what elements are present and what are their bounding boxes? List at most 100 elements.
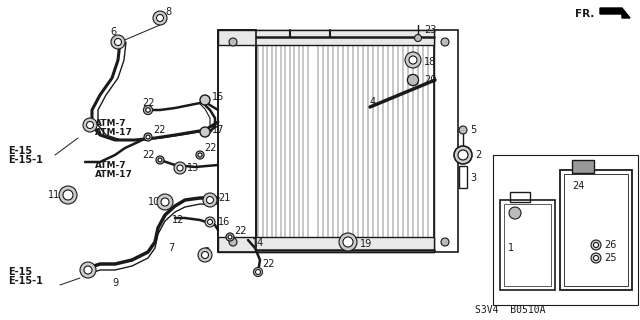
Circle shape: [153, 11, 167, 25]
Circle shape: [80, 262, 96, 278]
Circle shape: [339, 233, 357, 251]
Bar: [218, 30, 434, 45]
Circle shape: [441, 238, 449, 246]
Circle shape: [343, 237, 353, 247]
Circle shape: [458, 150, 468, 160]
Circle shape: [228, 235, 232, 239]
Circle shape: [161, 198, 169, 206]
Text: 3: 3: [470, 173, 476, 183]
Text: 21: 21: [218, 193, 230, 203]
Text: 13: 13: [187, 163, 199, 173]
Text: 9: 9: [112, 278, 118, 288]
Circle shape: [226, 233, 234, 241]
Circle shape: [84, 266, 92, 274]
Circle shape: [144, 133, 152, 141]
Circle shape: [156, 156, 164, 164]
Text: 26: 26: [604, 240, 616, 250]
Text: 22: 22: [153, 125, 166, 135]
Bar: [218, 30, 256, 252]
Circle shape: [409, 56, 417, 64]
Bar: [218, 237, 434, 252]
Circle shape: [157, 14, 163, 21]
Circle shape: [198, 248, 212, 262]
Circle shape: [203, 193, 217, 207]
Circle shape: [207, 220, 212, 225]
Text: 24: 24: [572, 181, 584, 191]
Text: 14: 14: [252, 238, 264, 248]
Circle shape: [207, 196, 214, 204]
Circle shape: [509, 207, 521, 219]
Text: 10: 10: [148, 197, 160, 207]
Circle shape: [200, 127, 210, 137]
Text: ATM-17: ATM-17: [95, 127, 133, 137]
Text: 23: 23: [424, 25, 436, 35]
Bar: [500, 200, 555, 290]
Text: 15: 15: [212, 92, 225, 102]
Circle shape: [174, 162, 186, 174]
Text: 18: 18: [424, 57, 436, 67]
Circle shape: [146, 135, 150, 139]
Text: 8: 8: [203, 247, 209, 257]
Text: E-15-1: E-15-1: [8, 155, 43, 165]
Text: 6: 6: [110, 27, 116, 37]
Circle shape: [143, 106, 152, 115]
Text: 22: 22: [142, 150, 154, 160]
Bar: [510, 192, 530, 202]
Bar: [256, 30, 434, 252]
Circle shape: [158, 158, 162, 162]
Text: 1: 1: [508, 243, 514, 253]
Text: 22: 22: [204, 143, 216, 153]
Text: ATM-7: ATM-7: [95, 161, 127, 170]
Circle shape: [441, 38, 449, 46]
Text: E-15: E-15: [8, 146, 32, 156]
Circle shape: [459, 126, 467, 134]
Bar: [504, 204, 551, 286]
Circle shape: [408, 75, 419, 85]
Text: 4: 4: [370, 97, 376, 107]
Circle shape: [454, 146, 472, 164]
Bar: [560, 170, 632, 290]
Text: 20: 20: [424, 75, 436, 85]
Text: 11: 11: [48, 190, 60, 200]
Circle shape: [59, 186, 77, 204]
Circle shape: [405, 52, 421, 68]
Circle shape: [229, 238, 237, 246]
Text: E-15: E-15: [8, 267, 32, 277]
Circle shape: [202, 252, 209, 259]
Text: 2: 2: [475, 150, 481, 160]
Circle shape: [229, 38, 237, 46]
Circle shape: [591, 240, 601, 250]
Text: 16: 16: [218, 217, 230, 227]
Text: 25: 25: [604, 253, 616, 263]
Bar: [493, 155, 638, 305]
Text: 22: 22: [234, 226, 246, 236]
Circle shape: [146, 108, 150, 112]
Circle shape: [200, 95, 210, 105]
Text: 22: 22: [142, 98, 154, 108]
Circle shape: [591, 253, 601, 263]
Circle shape: [115, 38, 122, 45]
Text: 5: 5: [470, 125, 476, 135]
Circle shape: [205, 217, 215, 227]
Circle shape: [253, 268, 262, 276]
Circle shape: [86, 122, 93, 129]
Circle shape: [157, 194, 173, 210]
Text: 19: 19: [360, 239, 372, 249]
Bar: [434, 30, 458, 252]
Text: 7: 7: [168, 243, 174, 253]
Circle shape: [593, 255, 598, 260]
Text: 17: 17: [212, 125, 225, 135]
Text: ATM-7: ATM-7: [95, 118, 127, 127]
Circle shape: [415, 35, 422, 42]
Text: 8: 8: [165, 7, 171, 17]
Text: 22: 22: [262, 259, 275, 269]
Text: S3V4  B0510A: S3V4 B0510A: [475, 305, 545, 315]
Circle shape: [111, 35, 125, 49]
Bar: [572, 160, 594, 173]
Circle shape: [63, 190, 73, 200]
Circle shape: [177, 165, 183, 171]
Text: 12: 12: [172, 215, 184, 225]
Circle shape: [593, 243, 598, 247]
Bar: [564, 174, 628, 286]
Circle shape: [196, 151, 204, 159]
